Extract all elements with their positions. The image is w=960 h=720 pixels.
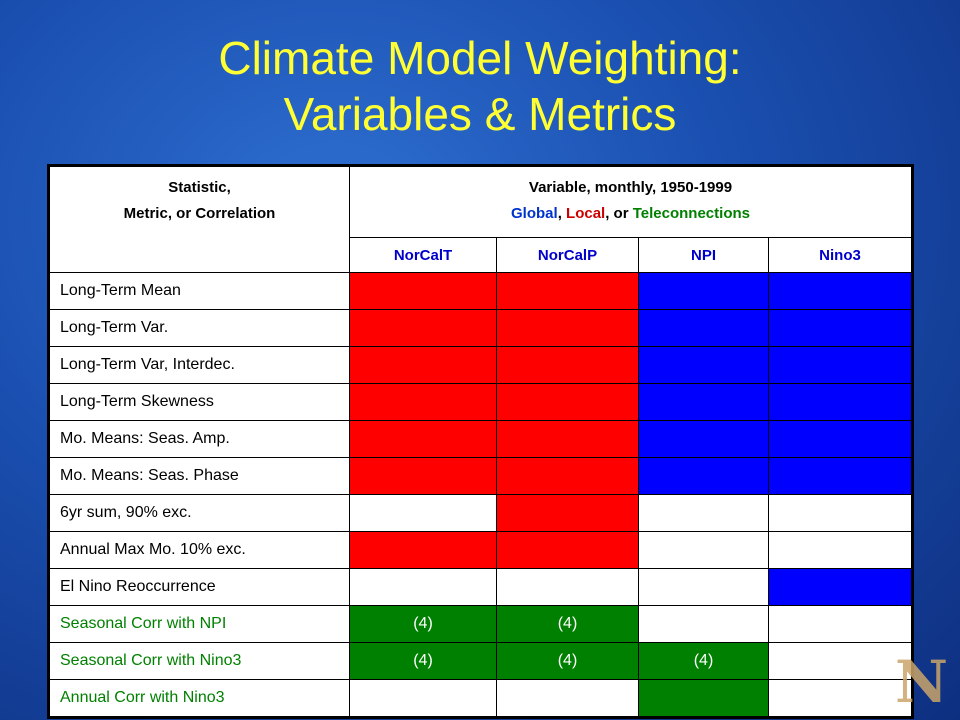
cell-norcalp-green: (4) bbox=[496, 642, 639, 680]
cell-norcalp-white bbox=[496, 679, 639, 717]
column-header-norcalp: NorCalP bbox=[496, 237, 639, 273]
header-global-label: Global bbox=[511, 205, 558, 222]
cell-npi-white bbox=[638, 568, 769, 606]
header-local-label: Local bbox=[566, 205, 606, 222]
table-row: Annual Corr with Nino3 bbox=[49, 679, 912, 717]
table-row: Mo. Means: Seas. Amp. bbox=[49, 420, 912, 458]
table-row: 6yr sum, 90% exc. bbox=[49, 494, 912, 532]
cell-norcalt-red bbox=[349, 383, 497, 421]
cell-norcalp-red bbox=[496, 494, 639, 532]
cell-nino3-white bbox=[768, 679, 912, 717]
column-header-norcalt: NorCalT bbox=[349, 237, 497, 273]
cell-norcalt-green: (4) bbox=[349, 642, 497, 680]
cell-nino3-blue bbox=[768, 346, 912, 384]
slide-title: Climate Model Weighting: Variables & Met… bbox=[0, 30, 960, 142]
header-variable: Variable, monthly, 1950-1999 Global, Loc… bbox=[349, 166, 912, 238]
cell-npi-white bbox=[638, 494, 769, 532]
cell-norcalt-red bbox=[349, 346, 497, 384]
cell-norcalp-red bbox=[496, 420, 639, 458]
row-label: Long-Term Mean bbox=[49, 272, 350, 310]
cell-nino3-white bbox=[768, 531, 912, 569]
cell-norcalt-white bbox=[349, 568, 497, 606]
cell-norcalp-red bbox=[496, 383, 639, 421]
weighting-table: Statistic, Metric, or Correlation Variab… bbox=[47, 164, 914, 719]
cell-npi-blue bbox=[638, 346, 769, 384]
cell-nino3-white bbox=[768, 605, 912, 643]
row-label: Long-Term Var. bbox=[49, 309, 350, 347]
cell-npi-blue bbox=[638, 272, 769, 310]
weighting-table-grid: Statistic, Metric, or Correlation Variab… bbox=[49, 166, 912, 717]
table-row: Seasonal Corr with NPI (4) (4) bbox=[49, 605, 912, 643]
row-label: Long-Term Var, Interdec. bbox=[49, 346, 350, 384]
row-label: Annual Corr with Nino3 bbox=[49, 679, 350, 717]
cell-norcalp-red bbox=[496, 272, 639, 310]
cell-norcalp-red bbox=[496, 531, 639, 569]
cell-npi-blue bbox=[638, 457, 769, 495]
row-label: El Nino Reoccurrence bbox=[49, 568, 350, 606]
cell-npi-green bbox=[638, 679, 769, 717]
slide-title-line2: Variables & Metrics bbox=[283, 88, 677, 140]
cell-npi-blue bbox=[638, 309, 769, 347]
header-statistic-line1: Statistic, bbox=[168, 179, 231, 196]
cell-nino3-blue bbox=[768, 420, 912, 458]
cell-norcalt-red bbox=[349, 309, 497, 347]
cell-norcalp-red bbox=[496, 309, 639, 347]
column-header-npi: NPI bbox=[638, 237, 769, 273]
table-row: Long-Term Mean bbox=[49, 272, 912, 310]
row-label: 6yr sum, 90% exc. bbox=[49, 494, 350, 532]
cell-nino3-blue bbox=[768, 272, 912, 310]
table-row: El Nino Reoccurrence bbox=[49, 568, 912, 606]
table-row: Long-Term Skewness bbox=[49, 383, 912, 421]
column-header-nino3: Nino3 bbox=[768, 237, 912, 273]
table-row: Long-Term Var. bbox=[49, 309, 912, 347]
header-variable-line1: Variable, monthly, 1950-1999 bbox=[528, 179, 733, 196]
header-statistic: Statistic, Metric, or Correlation bbox=[49, 166, 350, 273]
cell-norcalt-green: (4) bbox=[349, 605, 497, 643]
slide-title-line1: Climate Model Weighting: bbox=[218, 32, 742, 84]
cell-nino3-blue bbox=[768, 309, 912, 347]
table-header-row: Statistic, Metric, or Correlation Variab… bbox=[49, 166, 912, 273]
row-label: Annual Max Mo. 10% exc. bbox=[49, 531, 350, 569]
cell-npi-blue bbox=[638, 383, 769, 421]
row-label: Seasonal Corr with Nino3 bbox=[49, 642, 350, 680]
row-label: Mo. Means: Seas. Phase bbox=[49, 457, 350, 495]
cell-norcalp-red bbox=[496, 346, 639, 384]
table-row: Seasonal Corr with Nino3 (4) (4) (4) bbox=[49, 642, 912, 680]
header-sep2: , or bbox=[605, 205, 633, 222]
cell-norcalt-red bbox=[349, 531, 497, 569]
cell-npi-blue bbox=[638, 420, 769, 458]
cell-norcalp-green: (4) bbox=[496, 605, 639, 643]
table-row: Annual Max Mo. 10% exc. bbox=[49, 531, 912, 569]
row-label: Mo. Means: Seas. Amp. bbox=[49, 420, 350, 458]
table-row: Long-Term Var, Interdec. bbox=[49, 346, 912, 384]
header-sep1: , bbox=[557, 205, 567, 222]
header-teleconnections-label: Teleconnections bbox=[632, 205, 750, 222]
cell-norcalp-red bbox=[496, 457, 639, 495]
header-statistic-line2: Metric, or Correlation bbox=[123, 205, 276, 222]
cell-norcalt-red bbox=[349, 457, 497, 495]
cell-npi-white bbox=[638, 605, 769, 643]
cell-nino3-blue bbox=[768, 568, 912, 606]
row-label: Seasonal Corr with NPI bbox=[49, 605, 350, 643]
cell-nino3-white bbox=[768, 494, 912, 532]
cell-nino3-white bbox=[768, 642, 912, 680]
header-variable-line2: Global, Local, or Teleconnections bbox=[350, 201, 911, 227]
cell-norcalt-white bbox=[349, 679, 497, 717]
cell-npi-green: (4) bbox=[638, 642, 769, 680]
cell-norcalt-red bbox=[349, 272, 497, 310]
cell-nino3-blue bbox=[768, 383, 912, 421]
cell-npi-white bbox=[638, 531, 769, 569]
cell-norcalp-white bbox=[496, 568, 639, 606]
table-column-header-row: NorCalT NorCalP NPI Nino3 bbox=[50, 237, 912, 273]
cell-nino3-blue bbox=[768, 457, 912, 495]
row-label: Long-Term Skewness bbox=[49, 383, 350, 421]
cell-norcalt-white bbox=[349, 494, 497, 532]
table-row: Mo. Means: Seas. Phase bbox=[49, 457, 912, 495]
cell-norcalt-red bbox=[349, 420, 497, 458]
university-logo: N bbox=[894, 648, 948, 716]
